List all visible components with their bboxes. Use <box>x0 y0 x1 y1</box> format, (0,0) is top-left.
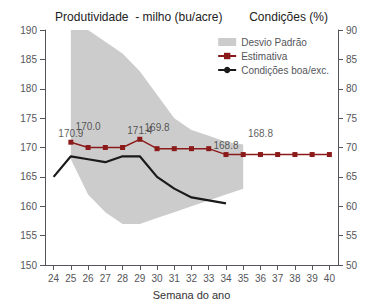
svg-text:Desvio Padrão: Desvio Padrão <box>241 37 307 48</box>
svg-text:38: 38 <box>289 273 301 284</box>
svg-text:160: 160 <box>20 201 37 212</box>
svg-text:85: 85 <box>346 54 358 65</box>
svg-text:39: 39 <box>307 273 319 284</box>
svg-text:190: 190 <box>20 25 37 36</box>
svg-text:60: 60 <box>346 201 358 212</box>
svg-text:168.8: 168.8 <box>213 140 238 151</box>
svg-text:150: 150 <box>20 260 37 271</box>
svg-text:168.8: 168.8 <box>248 128 273 139</box>
svg-text:175: 175 <box>20 113 37 124</box>
svg-text:31: 31 <box>169 273 181 284</box>
svg-text:80: 80 <box>346 83 358 94</box>
svg-text:185: 185 <box>20 54 37 65</box>
svg-text:180: 180 <box>20 83 37 94</box>
svg-text:28: 28 <box>117 273 129 284</box>
svg-text:170.0: 170.0 <box>76 121 101 132</box>
svg-text:Semana do ano: Semana do ano <box>153 289 231 301</box>
svg-text:Condições boa/exc.: Condições boa/exc. <box>241 65 329 76</box>
svg-text:29: 29 <box>134 273 146 284</box>
svg-text:36: 36 <box>255 273 267 284</box>
svg-text:34: 34 <box>220 273 232 284</box>
svg-text:24: 24 <box>48 273 60 284</box>
svg-text:169.8: 169.8 <box>145 122 170 133</box>
svg-text:65: 65 <box>346 171 358 182</box>
svg-text:27: 27 <box>100 273 112 284</box>
svg-text:30: 30 <box>151 273 163 284</box>
svg-text:35: 35 <box>238 273 250 284</box>
svg-text:40: 40 <box>324 273 336 284</box>
svg-text:170.9: 170.9 <box>58 127 84 139</box>
svg-text:26: 26 <box>83 273 95 284</box>
svg-text:90: 90 <box>346 25 358 36</box>
svg-text:70: 70 <box>346 142 358 153</box>
svg-text:170: 170 <box>20 142 37 153</box>
svg-text:75: 75 <box>346 113 358 124</box>
svg-text:55: 55 <box>346 230 358 241</box>
svg-text:50: 50 <box>346 260 358 271</box>
svg-text:155: 155 <box>20 230 37 241</box>
svg-text:37: 37 <box>272 273 284 284</box>
svg-text:32: 32 <box>186 273 198 284</box>
svg-text:165: 165 <box>20 171 37 182</box>
svg-text:33: 33 <box>203 273 215 284</box>
svg-text:25: 25 <box>65 273 77 284</box>
svg-text:Estimativa: Estimativa <box>241 51 288 62</box>
svg-text:Produtividade - milho (bu/acr: Produtividade - milho (bu/acre) Condiçõe… <box>55 10 328 24</box>
svg-text:171.4: 171.4 <box>127 124 153 136</box>
